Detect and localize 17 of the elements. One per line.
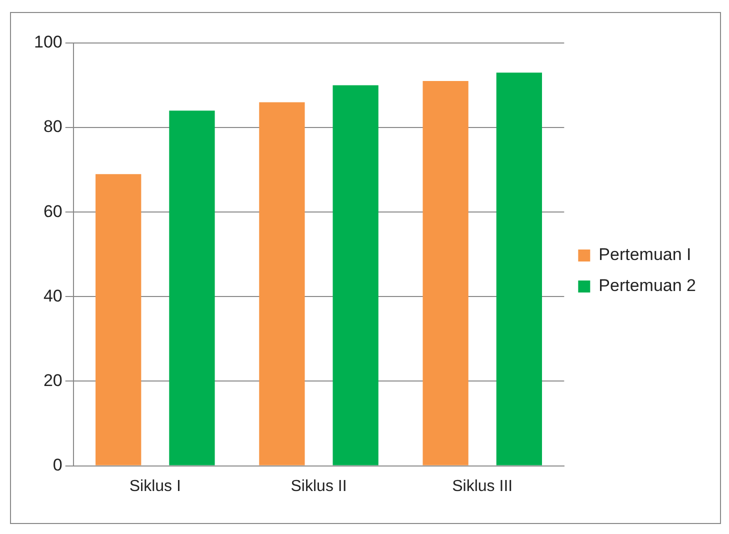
y-tick-label: 20 [43, 370, 62, 390]
legend-label: Pertemuan 2 [598, 276, 696, 296]
bar [496, 72, 542, 466]
bar [422, 81, 468, 466]
y-tick-label: 80 [43, 117, 62, 136]
x-tick-label: Siklus I [129, 478, 181, 495]
y-tick-label: 100 [34, 32, 62, 52]
bar [259, 102, 305, 466]
bar [96, 174, 142, 466]
y-tick-label: 40 [43, 286, 62, 306]
x-tick-label: Siklus III [452, 478, 513, 495]
bar [169, 110, 215, 466]
y-tick-label: 60 [43, 202, 62, 221]
y-tick-label: 0 [52, 455, 62, 474]
x-tick-label: Siklus II [290, 478, 347, 495]
legend-label: Pertemuan I [598, 245, 692, 264]
bar [332, 85, 378, 466]
